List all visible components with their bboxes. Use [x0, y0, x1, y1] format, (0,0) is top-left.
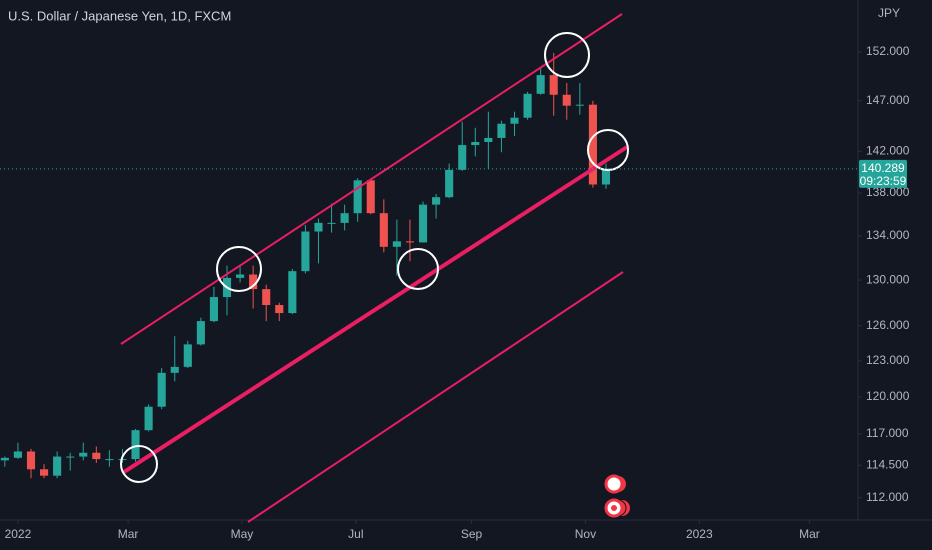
candle-body: [575, 104, 584, 106]
x-tick-label: Jul: [348, 527, 363, 541]
candle-body: [288, 271, 297, 314]
circle: [587, 129, 629, 171]
y-tick-label: 120.000: [866, 389, 910, 403]
candle-body: [236, 274, 245, 278]
candle-body: [79, 452, 88, 457]
y-tick-label: 134.000: [866, 228, 910, 242]
y-tick-label: 123.000: [866, 353, 910, 367]
y-tick-label: 117.000: [866, 426, 909, 440]
y-tick-label: 126.000: [866, 318, 910, 332]
candle-body: [131, 430, 140, 460]
candles: [0, 52, 611, 479]
circle: [397, 248, 439, 290]
y-tick-label: 114.500: [866, 458, 909, 472]
event-icon[interactable]: [604, 474, 624, 494]
candle-body: [249, 274, 258, 290]
event-icon-dot: [611, 505, 617, 511]
candle-body: [601, 168, 611, 185]
candle-body: [157, 372, 166, 407]
candle-body: [353, 180, 362, 214]
candle-body: [510, 117, 519, 124]
candle-body: [0, 457, 9, 461]
candle-body: [379, 213, 388, 247]
x-tick-label: May: [231, 527, 254, 541]
candle-body: [262, 289, 271, 306]
candle-body: [523, 93, 532, 118]
candle-body: [26, 451, 36, 470]
candle-body: [471, 142, 480, 146]
last-price-box: [859, 159, 907, 188]
upper-channel-line: [120, 13, 623, 345]
y-tick-label: 138.000: [866, 185, 910, 199]
candle-body: [92, 452, 101, 460]
highlight-circles: [120, 32, 629, 483]
y-tick-label: 147.000: [866, 93, 910, 107]
candle-body: [405, 241, 415, 243]
candle-body: [588, 104, 597, 185]
candle-body: [314, 222, 323, 232]
circle: [216, 246, 262, 292]
candle-body: [392, 241, 401, 247]
candle-body: [53, 456, 62, 476]
candle-body: [484, 137, 493, 143]
candle-body: [209, 297, 218, 322]
candle-body: [40, 469, 49, 476]
candle-body: [418, 204, 428, 243]
candle-body: [170, 366, 179, 373]
candle-body: [458, 145, 467, 170]
candle-body: [275, 305, 284, 314]
candle-body: [144, 406, 153, 431]
candle-body: [105, 459, 114, 461]
circle: [544, 32, 590, 78]
candle-body: [366, 180, 375, 214]
event-icons[interactable]: [604, 474, 630, 518]
x-tick-label: Mar: [118, 527, 139, 541]
candle-body: [327, 222, 336, 224]
y-tick-label: 152.000: [866, 44, 910, 58]
candle-body: [340, 213, 349, 223]
last-price-label: 140.289: [861, 161, 905, 175]
x-tick-label: 2023: [686, 527, 713, 541]
candle-body: [66, 456, 75, 458]
candle-body: [196, 321, 205, 345]
y-tick-label: 112.000: [866, 490, 909, 504]
y-tick-label: 130.000: [866, 272, 910, 286]
lower-channel-line: [247, 271, 624, 523]
candle-body: [536, 75, 545, 94]
channel-drawing: [120, 13, 629, 523]
circle: [120, 445, 158, 483]
x-tick-label: Nov: [575, 527, 596, 541]
chart-title: U.S. Dollar / Japanese Yen, 1D, FXCM: [8, 8, 231, 23]
x-tick-label: Sep: [461, 527, 483, 541]
countdown: 09:23:59: [860, 174, 907, 188]
middle-channel-line: [122, 145, 629, 474]
x-tick-label: Mar: [799, 527, 820, 541]
candle-body: [183, 344, 192, 367]
candle-body: [13, 451, 22, 458]
candle-body: [301, 231, 310, 272]
x-tick-label: 2022: [5, 527, 32, 541]
candle-body: [432, 197, 441, 205]
y-tick-label: 142.000: [866, 143, 910, 157]
candle-body: [497, 123, 506, 138]
candle-body: [445, 169, 454, 198]
candle-body: [562, 94, 571, 106]
axis-unit: JPY: [878, 6, 900, 20]
candle-body: [549, 75, 558, 95]
